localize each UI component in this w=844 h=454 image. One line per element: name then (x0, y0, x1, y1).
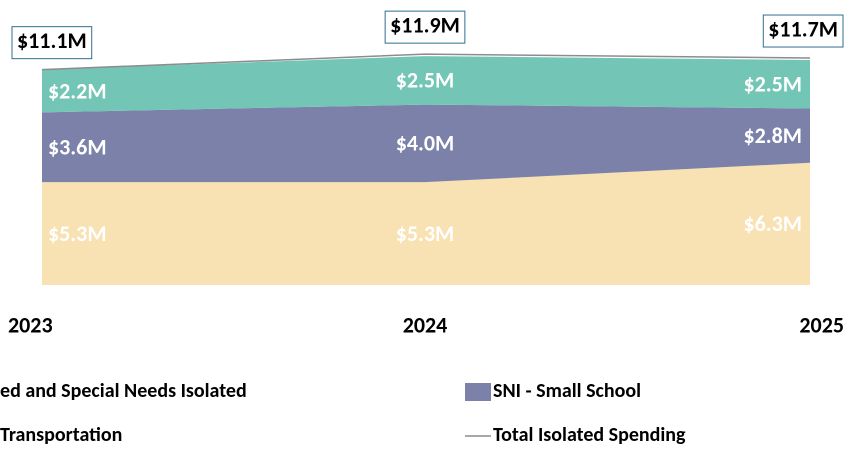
total-label-box (762, 14, 844, 48)
x-tick-label: 2024 (403, 311, 448, 338)
x-tick-label: 2025 (799, 311, 844, 338)
total-line (41, 53, 811, 71)
data-label: $4.0M (396, 130, 455, 157)
data-label: $2.5M (396, 67, 455, 94)
total-label-box (11, 26, 93, 60)
area (42, 104, 810, 183)
total-label-box (384, 10, 466, 44)
x-tick-label: 2023 (8, 311, 53, 338)
legend-swatch (465, 383, 491, 401)
data-label: $2.5M (743, 71, 802, 98)
total-label: $11.9M (390, 11, 460, 38)
area (42, 162, 810, 285)
legend-label: SNI - Small School (493, 379, 641, 403)
legend-label: Total Isolated Spending (493, 423, 686, 447)
legend-label: Transportation (0, 423, 122, 447)
data-label: $2.8M (743, 122, 802, 149)
data-label: $5.3M (48, 220, 107, 247)
data-label: $6.3M (743, 210, 802, 237)
total-label: $11.7M (768, 15, 838, 42)
total-label: $11.1M (17, 27, 87, 54)
area (42, 56, 810, 113)
data-label: $2.2M (48, 77, 107, 104)
data-label: $5.3M (396, 220, 455, 247)
legend-label: ed and Special Needs Isolated (0, 379, 247, 403)
data-label: $3.6M (48, 134, 107, 161)
